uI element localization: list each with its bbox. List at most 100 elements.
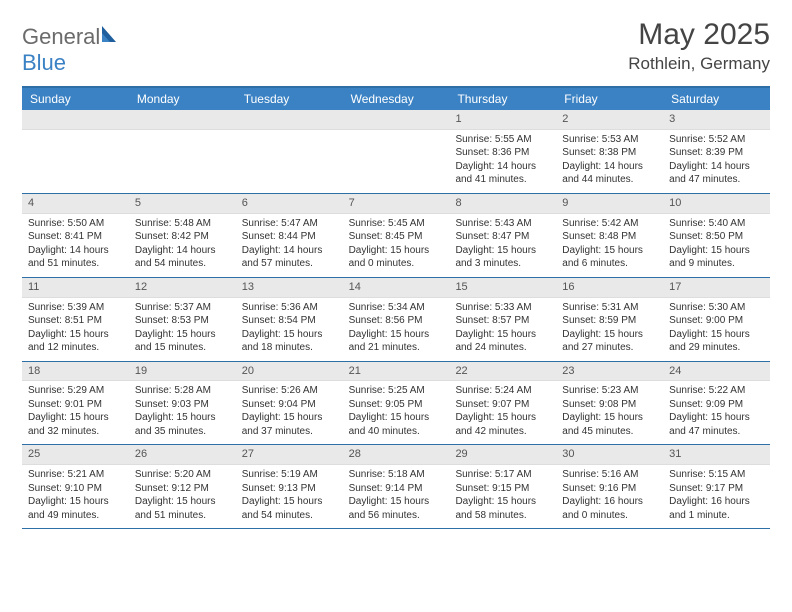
sunset-line: Sunset: 9:12 PM (135, 482, 230, 496)
sunset-line: Sunset: 9:08 PM (562, 398, 657, 412)
day-info: Sunrise: 5:16 AMSunset: 9:16 PMDaylight:… (556, 465, 663, 528)
sunrise-line: Sunrise: 5:55 AM (455, 133, 550, 147)
day-number: 9 (556, 194, 663, 214)
sunrise-line: Sunrise: 5:37 AM (135, 301, 230, 315)
daylight-line: Daylight: 15 hours and 42 minutes. (455, 411, 550, 438)
day-number: 30 (556, 445, 663, 465)
day-info: Sunrise: 5:23 AMSunset: 9:08 PMDaylight:… (556, 381, 663, 444)
day-cell: 20Sunrise: 5:26 AMSunset: 9:04 PMDayligh… (236, 362, 343, 445)
sunrise-line: Sunrise: 5:43 AM (455, 217, 550, 231)
day-info: Sunrise: 5:43 AMSunset: 8:47 PMDaylight:… (449, 214, 556, 277)
daylight-line: Daylight: 14 hours and 57 minutes. (242, 244, 337, 271)
day-header: Sunday (22, 88, 129, 110)
day-number: 10 (663, 194, 770, 214)
day-number: 28 (343, 445, 450, 465)
sunrise-line: Sunrise: 5:45 AM (349, 217, 444, 231)
daylight-line: Daylight: 16 hours and 1 minute. (669, 495, 764, 522)
daylight-line: Daylight: 15 hours and 40 minutes. (349, 411, 444, 438)
sunset-line: Sunset: 8:50 PM (669, 230, 764, 244)
day-cell: 30Sunrise: 5:16 AMSunset: 9:16 PMDayligh… (556, 445, 663, 528)
daylight-line: Daylight: 14 hours and 47 minutes. (669, 160, 764, 187)
daylight-line: Daylight: 15 hours and 37 minutes. (242, 411, 337, 438)
daylight-line: Daylight: 15 hours and 3 minutes. (455, 244, 550, 271)
day-number: 24 (663, 362, 770, 382)
week-row: 25Sunrise: 5:21 AMSunset: 9:10 PMDayligh… (22, 445, 770, 529)
day-number: 13 (236, 278, 343, 298)
day-cell: 5Sunrise: 5:48 AMSunset: 8:42 PMDaylight… (129, 194, 236, 277)
sunset-line: Sunset: 8:45 PM (349, 230, 444, 244)
calendar: SundayMondayTuesdayWednesdayThursdayFrid… (22, 86, 770, 529)
sunset-line: Sunset: 9:16 PM (562, 482, 657, 496)
sunset-line: Sunset: 9:03 PM (135, 398, 230, 412)
day-info: Sunrise: 5:24 AMSunset: 9:07 PMDaylight:… (449, 381, 556, 444)
day-info: Sunrise: 5:47 AMSunset: 8:44 PMDaylight:… (236, 214, 343, 277)
sunrise-line: Sunrise: 5:29 AM (28, 384, 123, 398)
sunrise-line: Sunrise: 5:40 AM (669, 217, 764, 231)
brand-gray: General (22, 24, 100, 49)
location: Rothlein, Germany (628, 54, 770, 74)
sunset-line: Sunset: 8:36 PM (455, 146, 550, 160)
day-cell: 28Sunrise: 5:18 AMSunset: 9:14 PMDayligh… (343, 445, 450, 528)
daylight-line: Daylight: 14 hours and 54 minutes. (135, 244, 230, 271)
day-cell: 14Sunrise: 5:34 AMSunset: 8:56 PMDayligh… (343, 278, 450, 361)
daylight-line: Daylight: 15 hours and 12 minutes. (28, 328, 123, 355)
day-cell: 6Sunrise: 5:47 AMSunset: 8:44 PMDaylight… (236, 194, 343, 277)
day-cell: 12Sunrise: 5:37 AMSunset: 8:53 PMDayligh… (129, 278, 236, 361)
day-cell: 23Sunrise: 5:23 AMSunset: 9:08 PMDayligh… (556, 362, 663, 445)
sunset-line: Sunset: 9:01 PM (28, 398, 123, 412)
day-cell: 31Sunrise: 5:15 AMSunset: 9:17 PMDayligh… (663, 445, 770, 528)
day-number: 5 (129, 194, 236, 214)
sunrise-line: Sunrise: 5:23 AM (562, 384, 657, 398)
day-cell: 4Sunrise: 5:50 AMSunset: 8:41 PMDaylight… (22, 194, 129, 277)
daylight-line: Daylight: 15 hours and 35 minutes. (135, 411, 230, 438)
daylight-line: Daylight: 15 hours and 21 minutes. (349, 328, 444, 355)
sunset-line: Sunset: 9:14 PM (349, 482, 444, 496)
header: General Blue May 2025 Rothlein, Germany (22, 18, 770, 76)
day-info: Sunrise: 5:40 AMSunset: 8:50 PMDaylight:… (663, 214, 770, 277)
daylight-line: Daylight: 15 hours and 47 minutes. (669, 411, 764, 438)
day-number-empty (129, 110, 236, 130)
day-number: 12 (129, 278, 236, 298)
day-cell (236, 110, 343, 193)
sunset-line: Sunset: 8:57 PM (455, 314, 550, 328)
day-info: Sunrise: 5:20 AMSunset: 9:12 PMDaylight:… (129, 465, 236, 528)
day-cell: 17Sunrise: 5:30 AMSunset: 9:00 PMDayligh… (663, 278, 770, 361)
day-info: Sunrise: 5:28 AMSunset: 9:03 PMDaylight:… (129, 381, 236, 444)
day-info: Sunrise: 5:26 AMSunset: 9:04 PMDaylight:… (236, 381, 343, 444)
daylight-line: Daylight: 15 hours and 9 minutes. (669, 244, 764, 271)
daylight-line: Daylight: 15 hours and 45 minutes. (562, 411, 657, 438)
day-number: 18 (22, 362, 129, 382)
sunrise-line: Sunrise: 5:21 AM (28, 468, 123, 482)
week-row: 18Sunrise: 5:29 AMSunset: 9:01 PMDayligh… (22, 362, 770, 446)
sunrise-line: Sunrise: 5:15 AM (669, 468, 764, 482)
sunrise-line: Sunrise: 5:24 AM (455, 384, 550, 398)
day-info: Sunrise: 5:22 AMSunset: 9:09 PMDaylight:… (663, 381, 770, 444)
week-row: 4Sunrise: 5:50 AMSunset: 8:41 PMDaylight… (22, 194, 770, 278)
day-cell (22, 110, 129, 193)
daylight-line: Daylight: 15 hours and 49 minutes. (28, 495, 123, 522)
day-info: Sunrise: 5:39 AMSunset: 8:51 PMDaylight:… (22, 298, 129, 361)
sunset-line: Sunset: 8:54 PM (242, 314, 337, 328)
day-info: Sunrise: 5:25 AMSunset: 9:05 PMDaylight:… (343, 381, 450, 444)
daylight-line: Daylight: 14 hours and 41 minutes. (455, 160, 550, 187)
sunrise-line: Sunrise: 5:36 AM (242, 301, 337, 315)
day-info: Sunrise: 5:53 AMSunset: 8:38 PMDaylight:… (556, 130, 663, 193)
day-info: Sunrise: 5:45 AMSunset: 8:45 PMDaylight:… (343, 214, 450, 277)
sunset-line: Sunset: 9:00 PM (669, 314, 764, 328)
day-info: Sunrise: 5:31 AMSunset: 8:59 PMDaylight:… (556, 298, 663, 361)
day-number: 6 (236, 194, 343, 214)
day-number: 17 (663, 278, 770, 298)
sunset-line: Sunset: 8:42 PM (135, 230, 230, 244)
sunset-line: Sunset: 9:17 PM (669, 482, 764, 496)
day-info: Sunrise: 5:29 AMSunset: 9:01 PMDaylight:… (22, 381, 129, 444)
day-cell: 16Sunrise: 5:31 AMSunset: 8:59 PMDayligh… (556, 278, 663, 361)
day-info: Sunrise: 5:50 AMSunset: 8:41 PMDaylight:… (22, 214, 129, 277)
day-header: Monday (129, 88, 236, 110)
sunrise-line: Sunrise: 5:18 AM (349, 468, 444, 482)
sunrise-line: Sunrise: 5:50 AM (28, 217, 123, 231)
day-cell: 13Sunrise: 5:36 AMSunset: 8:54 PMDayligh… (236, 278, 343, 361)
sunrise-line: Sunrise: 5:20 AM (135, 468, 230, 482)
day-number: 25 (22, 445, 129, 465)
sunset-line: Sunset: 8:56 PM (349, 314, 444, 328)
brand-blue: Blue (22, 50, 66, 75)
